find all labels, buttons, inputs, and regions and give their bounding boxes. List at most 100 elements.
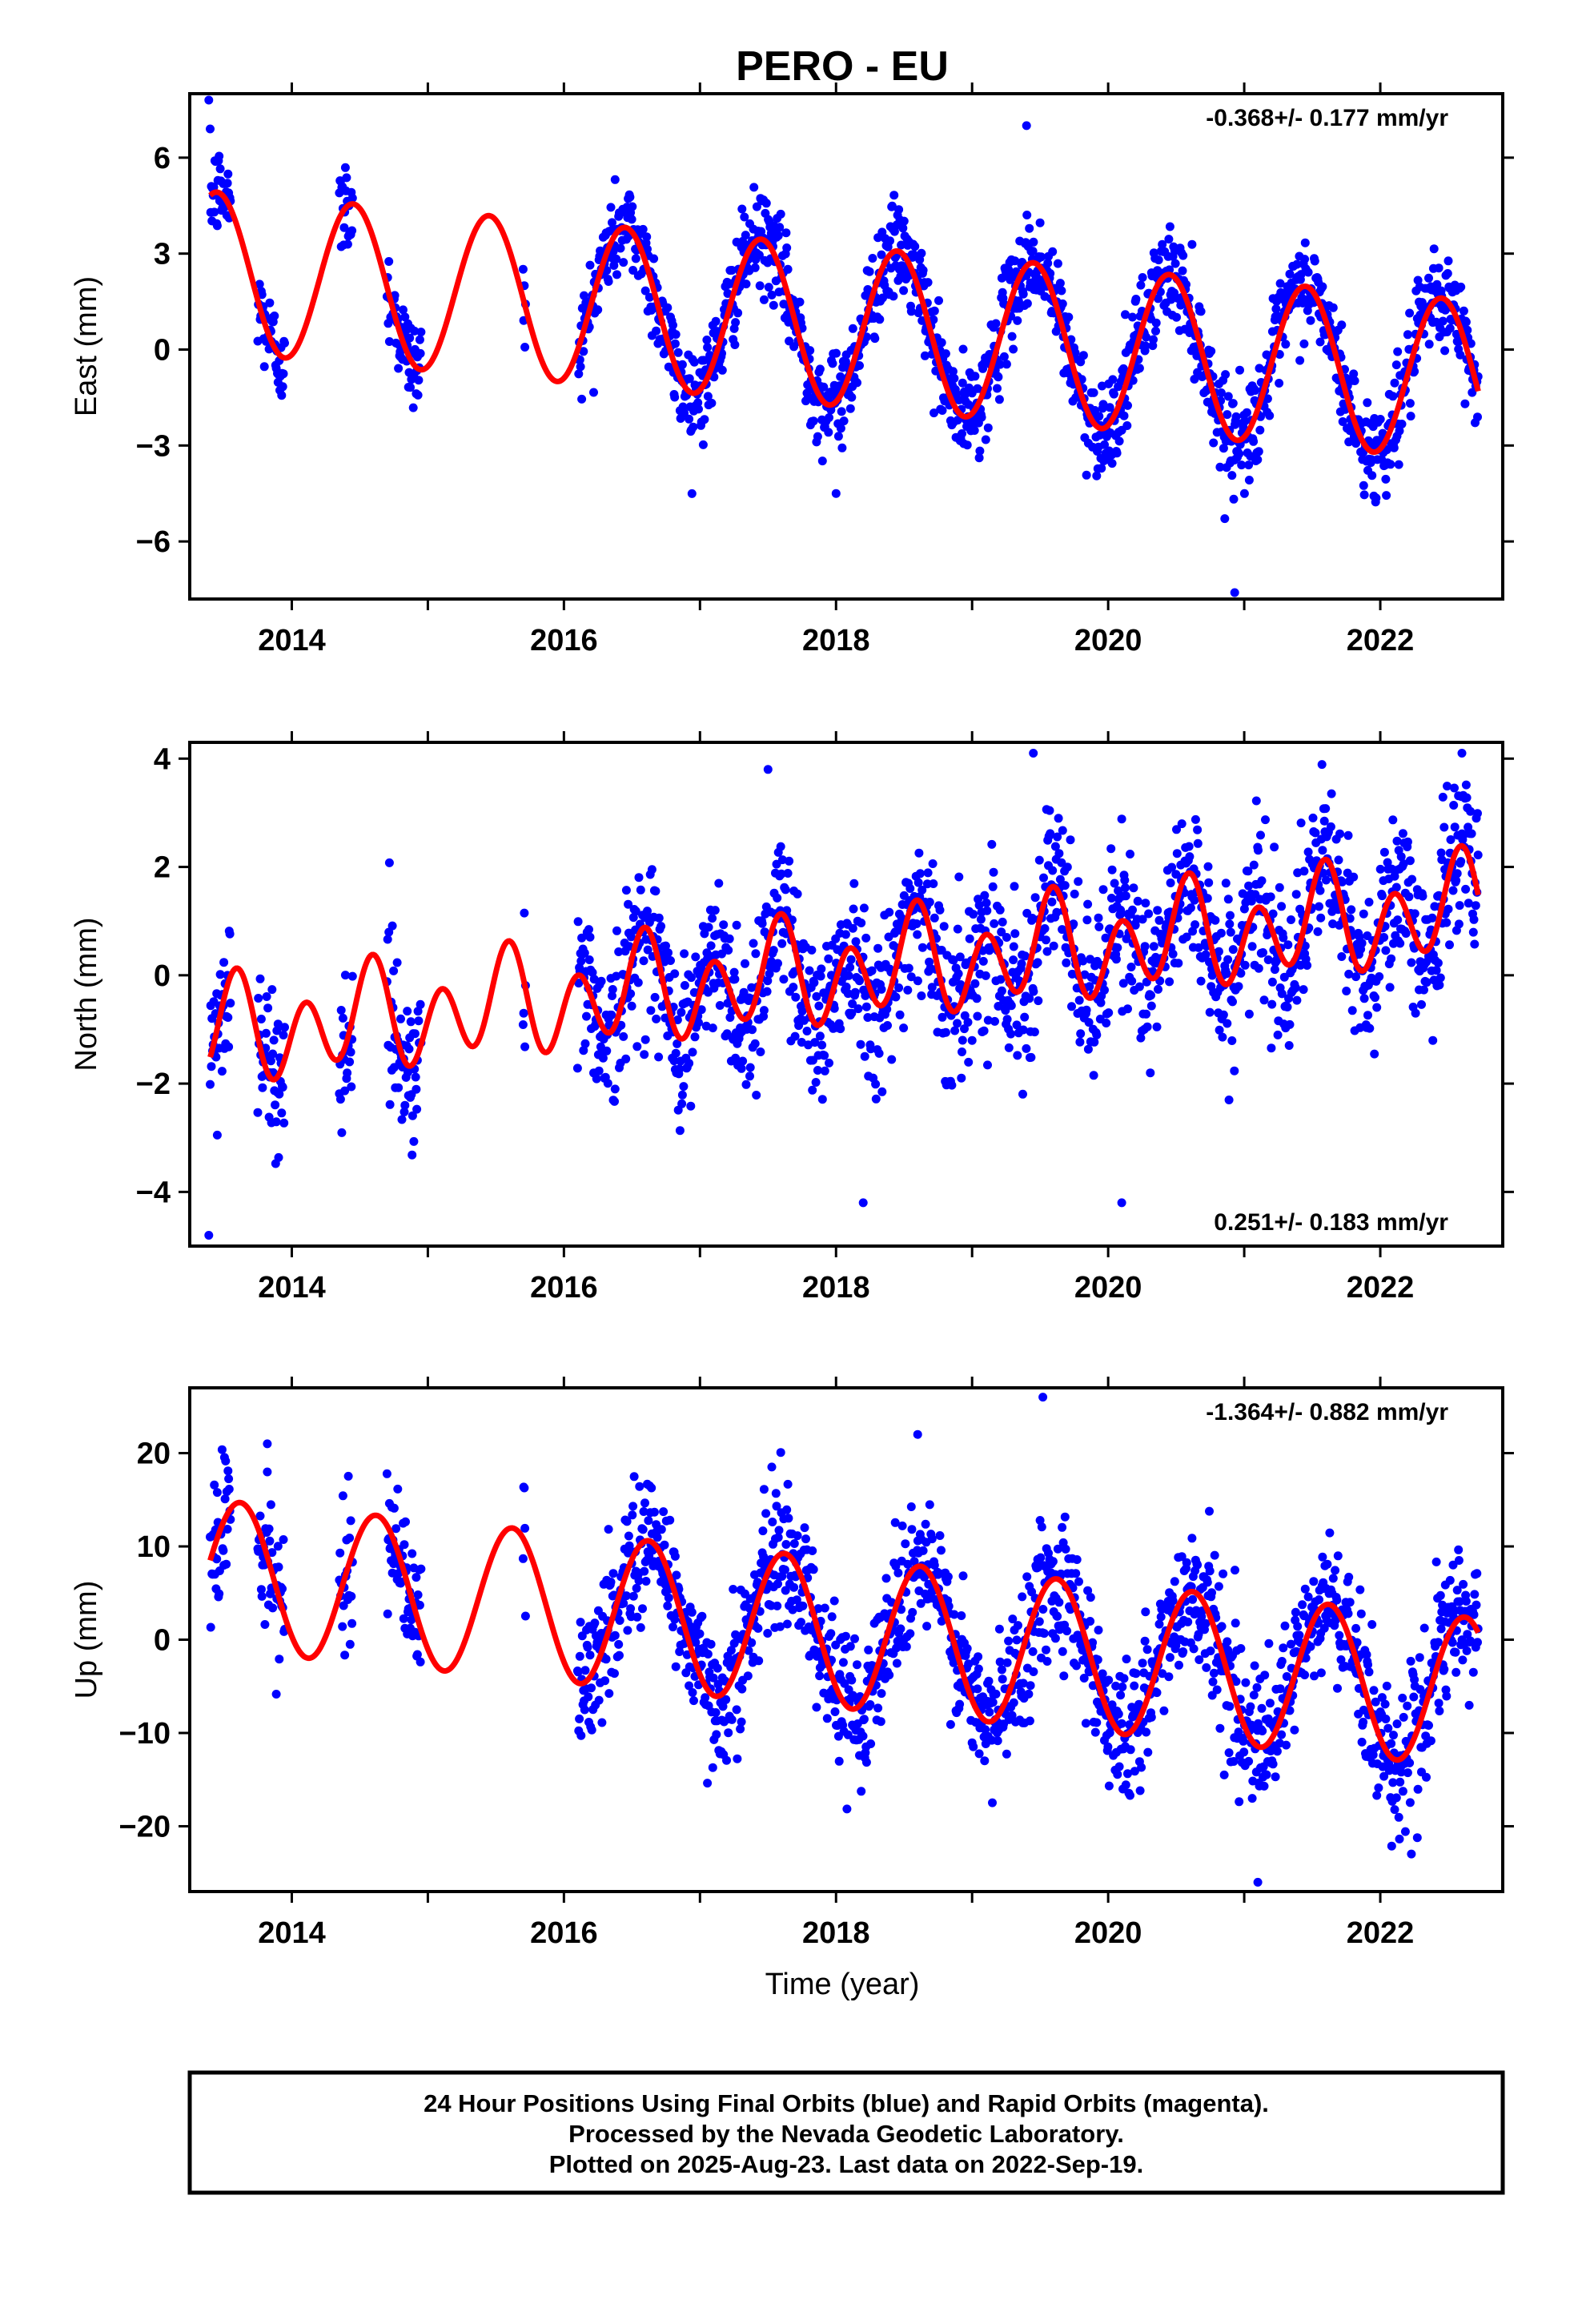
north-data-point (1321, 875, 1331, 885)
north-data-point (336, 1006, 346, 1015)
north-data-point (855, 976, 864, 986)
up-data-point (1205, 1566, 1215, 1576)
east-data-point (845, 404, 855, 413)
east-data-point (685, 414, 694, 424)
north-data-point (263, 1003, 273, 1013)
up-data-point (737, 1684, 747, 1694)
north-data-point (967, 1035, 977, 1045)
east-data-point (1057, 286, 1066, 296)
up-data-point (1277, 1657, 1287, 1666)
up-data-point (773, 1601, 782, 1610)
up-data-point (219, 1546, 228, 1555)
north-data-point (278, 1083, 287, 1092)
up-data-point (708, 1763, 717, 1772)
north-data-point (1094, 922, 1104, 931)
north-data-point (850, 987, 860, 997)
north-data-point (1261, 815, 1270, 825)
east-data-point (1249, 436, 1259, 446)
up-data-point (1004, 1636, 1014, 1646)
north-data-point (708, 1023, 717, 1033)
east-data-point (815, 364, 825, 374)
east-data-point (1009, 344, 1018, 354)
east-data-point (937, 338, 946, 348)
up-data-point (988, 1698, 998, 1707)
up-data-point (924, 1579, 934, 1589)
up-data-point (394, 1569, 404, 1578)
north-data-point (1283, 940, 1293, 950)
north-data-point (866, 1044, 876, 1054)
north-data-point (719, 920, 729, 930)
up-data-point (1332, 1595, 1342, 1605)
up-data-point (1343, 1609, 1353, 1618)
north-data-point (1317, 760, 1327, 770)
up-data-point (881, 1574, 891, 1583)
north-data-point (1034, 855, 1044, 865)
north-data-point (671, 1048, 681, 1058)
east-data-point (950, 374, 959, 383)
north-data-point (207, 1062, 216, 1072)
north-data-point (899, 1023, 909, 1033)
north-data-point (1039, 873, 1048, 883)
up-data-point (1389, 1731, 1398, 1740)
north-data-point (1075, 1037, 1085, 1047)
east-data-point (767, 290, 777, 300)
up-data-point (789, 1539, 799, 1548)
north-y-tick-label: −4 (136, 1176, 171, 1209)
east-data-point (580, 291, 588, 300)
up-data-point (1214, 1582, 1223, 1591)
east-data-point (670, 392, 680, 402)
up-data-point (901, 1642, 911, 1651)
north-data-point (1228, 945, 1238, 955)
up-data-point (1140, 1636, 1150, 1646)
up-data-point (597, 1718, 607, 1727)
up-data-point (672, 1570, 681, 1580)
north-data-point (1300, 941, 1310, 951)
north-data-point (1287, 915, 1295, 924)
north-data-point (790, 1031, 800, 1041)
north-data-point (1127, 976, 1137, 986)
east-data-point (1035, 218, 1045, 227)
north-frame (188, 741, 1504, 1248)
east-data-point (970, 372, 980, 381)
north-data-point (340, 1086, 350, 1096)
up-data-point (624, 1548, 633, 1558)
north-data-point (1029, 749, 1038, 758)
up-data-point (1380, 1699, 1390, 1709)
north-data-point (1319, 816, 1329, 826)
north-data-point (680, 981, 689, 990)
up-data-point (638, 1604, 647, 1614)
up-data-point (1298, 1600, 1307, 1610)
north-data-point (1236, 968, 1246, 978)
up-data-point (1282, 1740, 1291, 1750)
north-data-point (1293, 868, 1303, 878)
north-data-point (608, 991, 616, 1000)
north-data-point (849, 879, 859, 888)
north-data-point (400, 1100, 410, 1110)
north-data-point (1120, 875, 1130, 885)
north-data-point (647, 865, 656, 875)
north-data-point (1272, 956, 1282, 966)
east-data-point (1166, 295, 1176, 304)
east-data-point (839, 416, 849, 426)
north-data-point (1398, 829, 1407, 838)
north-data-point (211, 1052, 221, 1062)
east-data-point (1281, 340, 1291, 349)
up-data-point (389, 1503, 399, 1513)
up-data-point (907, 1525, 917, 1534)
east-data-point (837, 407, 846, 416)
up-data-point (1344, 1572, 1354, 1582)
up-data-point (1098, 1669, 1107, 1679)
east-data-point (848, 324, 857, 333)
north-data-point (815, 1031, 825, 1041)
north-data-point (1121, 891, 1130, 901)
up-data-point (626, 1604, 636, 1614)
east-data-point (610, 175, 620, 184)
north-data-point (954, 969, 963, 979)
east-data-point (343, 239, 352, 249)
east-data-point (1112, 448, 1122, 458)
north-data-point (666, 956, 675, 965)
north-data-point (226, 999, 235, 1008)
north-points (204, 749, 1483, 1240)
north-data-point (748, 1025, 757, 1035)
up-data-point (774, 1526, 784, 1535)
